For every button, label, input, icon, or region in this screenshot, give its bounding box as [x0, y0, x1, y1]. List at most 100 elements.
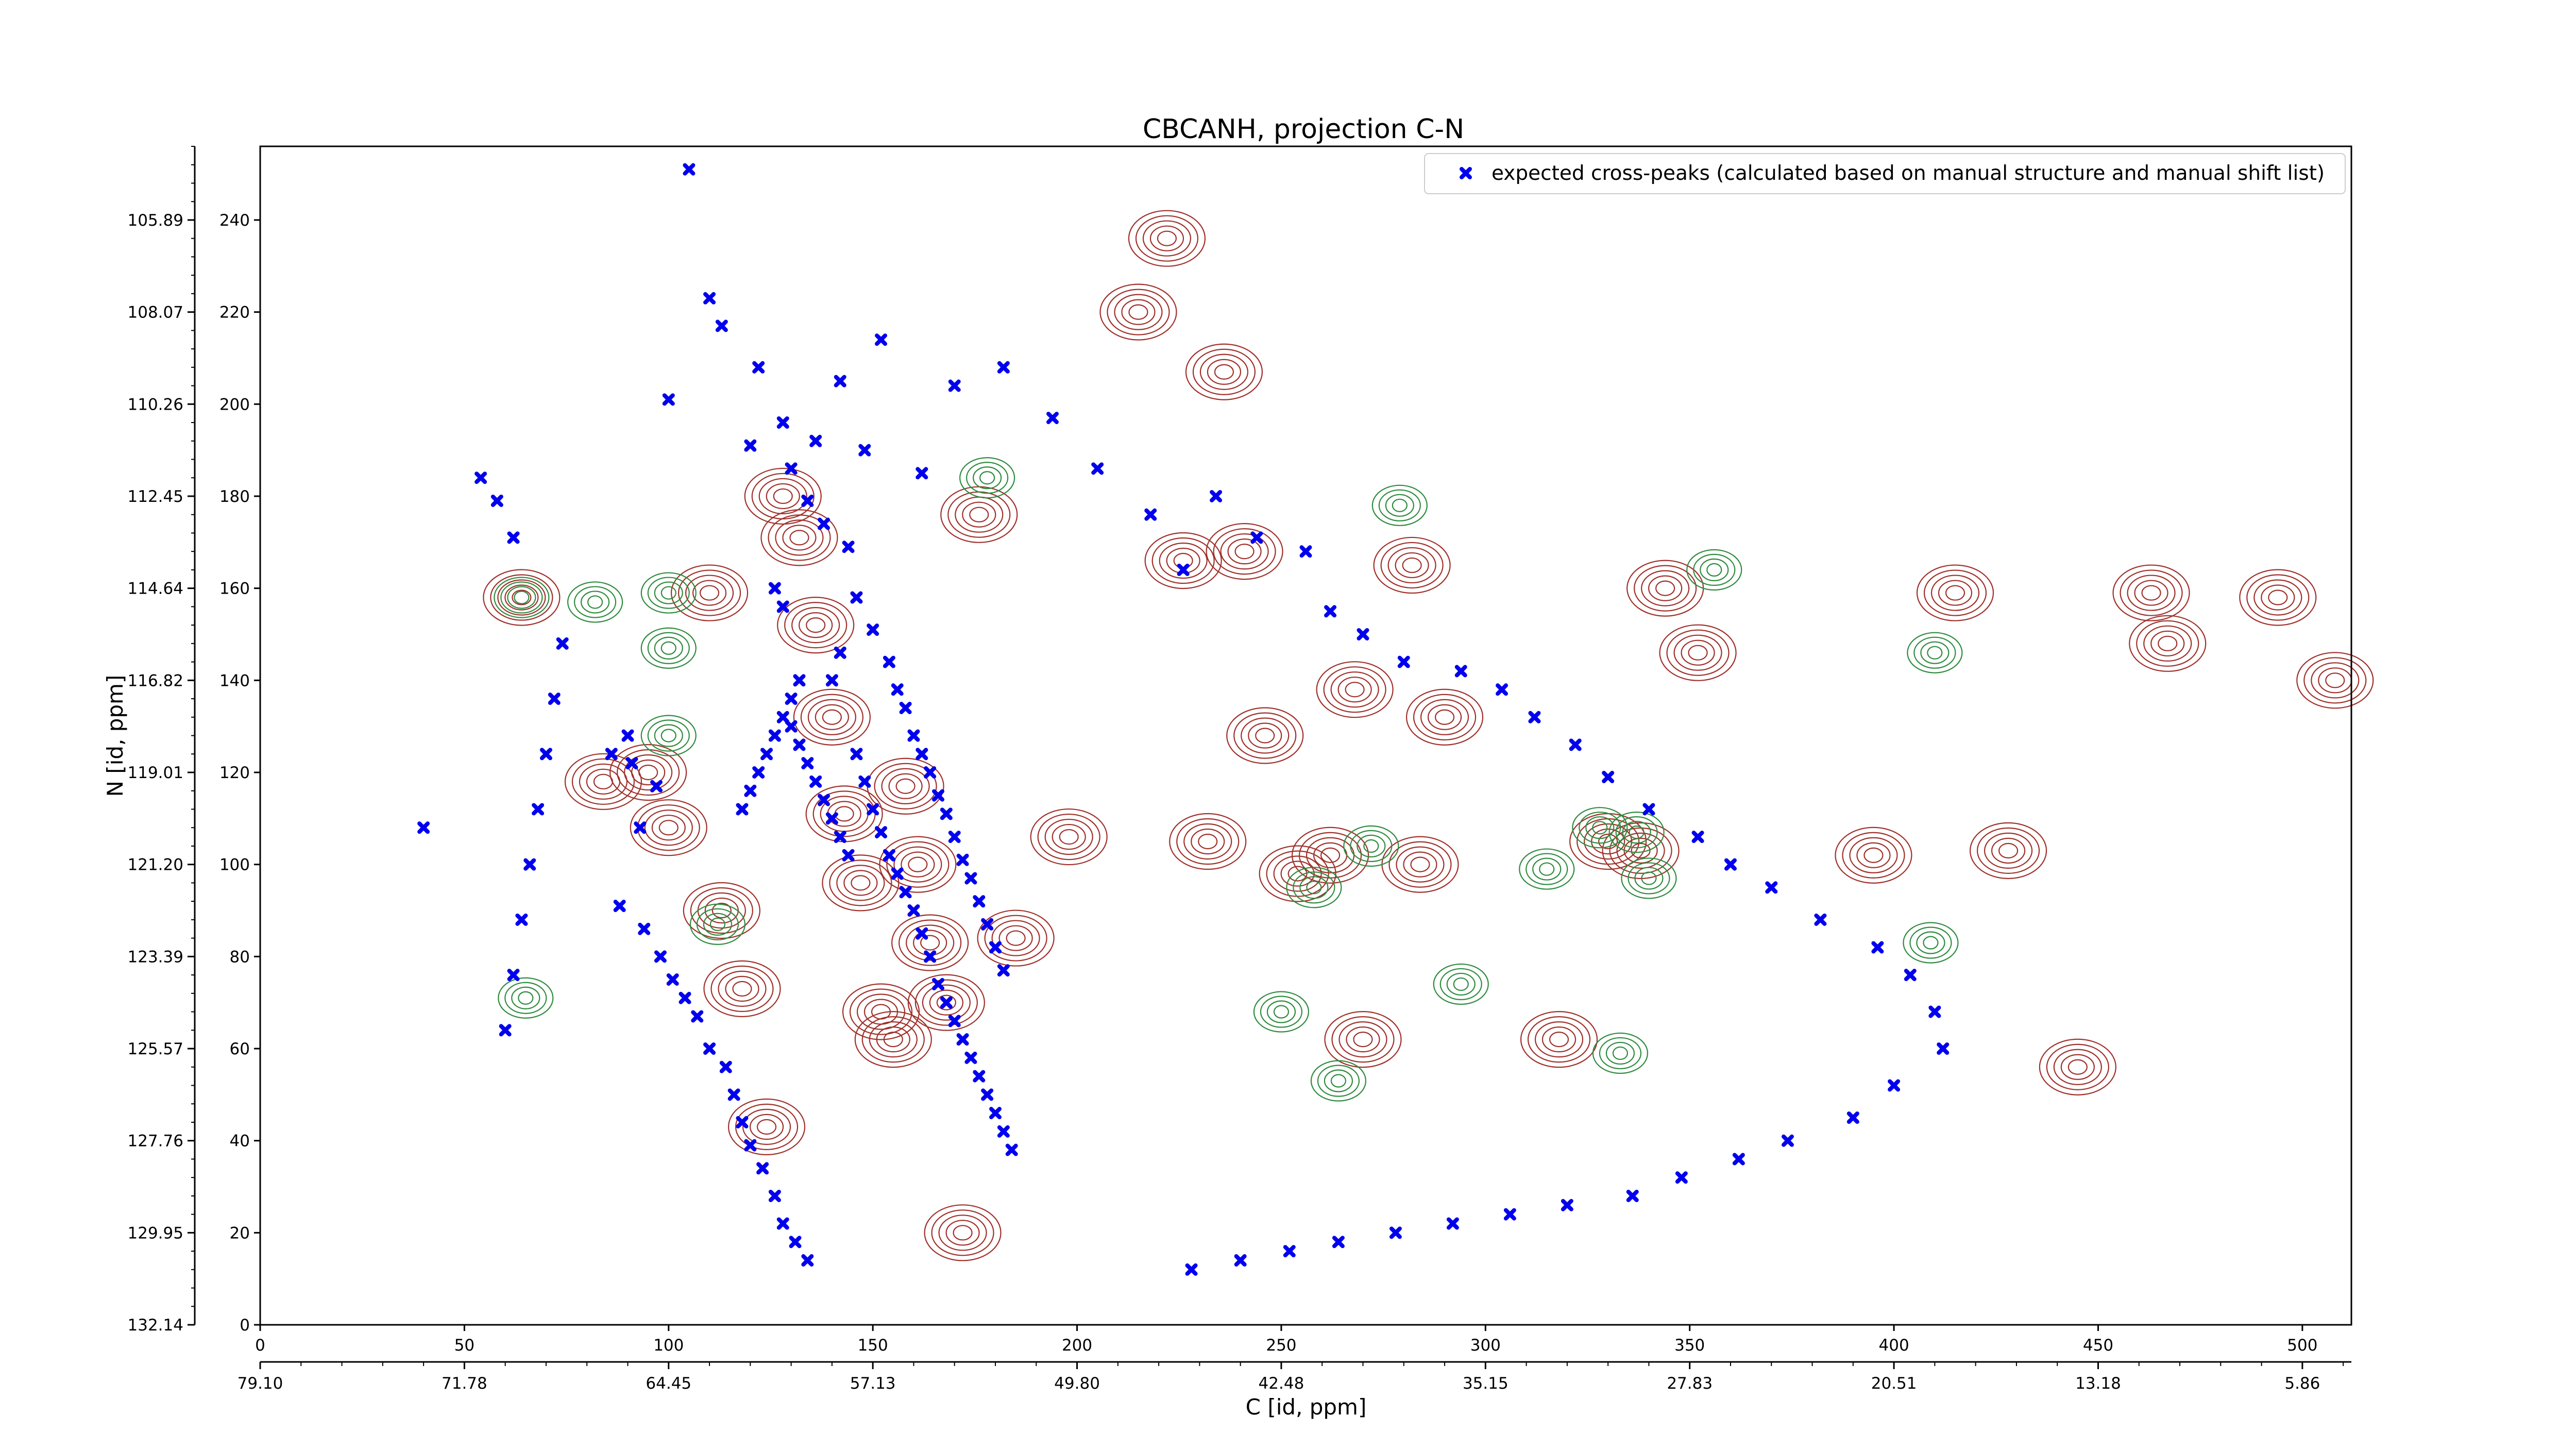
contour-ring — [1628, 862, 1670, 895]
contour-peak-positive — [727, 1098, 806, 1155]
contour-ring — [879, 836, 957, 893]
contour-ring — [1916, 564, 1994, 621]
peak-marker — [760, 748, 773, 761]
contour-ring — [1266, 850, 1329, 897]
contour-peak-negative — [494, 577, 550, 618]
contour-ring — [709, 917, 726, 931]
contour-ring — [1969, 822, 2047, 879]
contour-peak-positive — [670, 564, 749, 621]
peak-marker — [883, 849, 895, 862]
contour-ring — [718, 970, 767, 1007]
contour-ring — [888, 773, 923, 799]
contour-ring — [1350, 830, 1393, 863]
contour-ring — [1612, 1046, 1629, 1060]
peak-marker — [948, 1015, 961, 1027]
contour-ring — [886, 841, 950, 888]
contour-ring — [1903, 922, 1959, 964]
contour-ring — [2261, 584, 2295, 611]
peak-marker — [875, 333, 888, 346]
y-tick-label: 60 — [230, 1040, 250, 1058]
contour-peak-positive — [907, 974, 985, 1031]
contour-ring — [579, 763, 628, 800]
contour-ring — [895, 778, 916, 794]
peak-marker — [638, 922, 651, 935]
contour-ring — [806, 617, 826, 633]
peak-marker — [1569, 738, 1582, 751]
contour-ring — [789, 530, 809, 546]
contour-ring — [891, 914, 969, 971]
peak-marker — [940, 996, 953, 1009]
contour-ring — [640, 572, 697, 614]
peak-marker — [973, 895, 986, 908]
contour-ring — [660, 729, 676, 743]
contour-ring — [1842, 832, 1905, 879]
contour-ring — [609, 744, 687, 801]
y-axis-title: N [id, ppm] — [103, 675, 128, 797]
contour-ring — [1331, 1016, 1395, 1063]
contour-ring — [922, 984, 971, 1021]
peak-marker — [1046, 412, 1059, 425]
x-ppm-tick-label: 13.18 — [2075, 1374, 2121, 1393]
contour-ring — [1287, 866, 1308, 882]
contour-peak-negative — [689, 903, 746, 945]
peak-marker — [916, 467, 928, 480]
contour-ring — [587, 595, 603, 609]
contour-ring — [658, 820, 679, 836]
y-ppm-tick-label: 132.14 — [128, 1316, 183, 1335]
peak-marker — [744, 1139, 757, 1152]
x-ppm-tick-label: 71.78 — [442, 1374, 487, 1393]
x-tick-label: 400 — [1879, 1336, 1909, 1355]
contour-ring — [883, 1032, 903, 1048]
contour-ring — [692, 580, 727, 606]
contour-ring — [1273, 855, 1322, 892]
contour-ring — [856, 993, 906, 1030]
y-ppm-tick-label: 129.95 — [128, 1224, 183, 1242]
contour-ring — [1273, 1005, 1290, 1019]
contour-ring — [1686, 549, 1742, 591]
x-ppm-tick-label: 49.80 — [1054, 1374, 1100, 1393]
contour-ring — [945, 1220, 980, 1246]
contour-ring — [773, 488, 793, 504]
peak-marker — [1389, 1226, 1402, 1239]
peak-marker — [744, 439, 757, 452]
y-ppm-tick-label: 123.39 — [128, 948, 183, 966]
contour-ring — [1357, 834, 1386, 858]
contour-ring — [586, 768, 621, 795]
contour-ring — [1622, 821, 1651, 844]
y-tick-label: 160 — [219, 580, 250, 598]
contour-ring — [1107, 289, 1170, 335]
peak-marker — [981, 918, 994, 931]
peak-marker — [691, 1010, 704, 1023]
contour-ring — [571, 758, 635, 805]
contour-ring — [1320, 847, 1341, 863]
contour-ring — [800, 694, 863, 740]
contour-ring — [1142, 220, 1192, 257]
contour-ring — [1945, 585, 1965, 601]
peak-marker — [1732, 1153, 1745, 1166]
peak-marker — [899, 701, 912, 714]
contour-ring — [1519, 848, 1575, 890]
peak-marker — [1642, 803, 1655, 816]
contour-ring — [1330, 1074, 1347, 1088]
contour-ring — [1923, 936, 1939, 950]
peak-marker — [776, 711, 789, 723]
contour-ring — [494, 577, 550, 618]
x-ppm-tick-label: 64.45 — [646, 1374, 691, 1393]
contour-ring — [1706, 563, 1722, 577]
peak-marker — [715, 319, 728, 332]
peak-marker — [956, 1033, 969, 1046]
contour-ring — [1259, 845, 1336, 902]
x-tick-label: 300 — [1470, 1336, 1501, 1355]
peak-marker — [789, 1236, 802, 1249]
x-ppm-tick-label: 27.83 — [1667, 1374, 1713, 1393]
contour-ring — [1541, 1026, 1577, 1053]
contour-ring — [1052, 823, 1086, 850]
contour-ring — [1648, 575, 1683, 601]
contour-ring — [1402, 557, 1422, 574]
contour-ring — [647, 632, 690, 664]
contour-peak-positive — [1969, 822, 2047, 879]
contour-ring — [1615, 816, 1658, 849]
peak-marker — [997, 361, 1010, 374]
peak-marker — [768, 729, 781, 742]
contour-ring — [711, 902, 732, 919]
